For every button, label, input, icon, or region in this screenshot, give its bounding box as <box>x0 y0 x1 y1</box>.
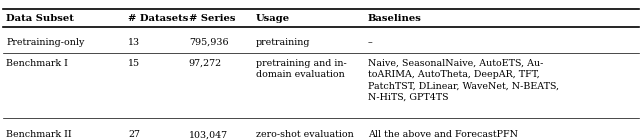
Text: pretraining: pretraining <box>256 38 310 47</box>
Text: All the above and ForecastPFN: All the above and ForecastPFN <box>368 130 518 139</box>
Text: 13: 13 <box>128 38 140 47</box>
Text: # Datasets: # Datasets <box>128 14 188 23</box>
Text: 15: 15 <box>128 59 140 68</box>
Text: Benchmark I: Benchmark I <box>6 59 68 68</box>
Text: pretraining and in-
domain evaluation: pretraining and in- domain evaluation <box>256 59 347 79</box>
Text: Pretraining-only: Pretraining-only <box>6 38 84 47</box>
Text: Benchmark II: Benchmark II <box>6 130 72 139</box>
Text: 795,936: 795,936 <box>189 38 228 47</box>
Text: 103,047: 103,047 <box>189 130 228 139</box>
Text: Naive, SeasonalNaive, AutoETS, Au-
toARIMA, AutoTheta, DeepAR, TFT,
PatchTST, DL: Naive, SeasonalNaive, AutoETS, Au- toARI… <box>368 59 559 102</box>
Text: Data Subset: Data Subset <box>6 14 74 23</box>
Text: –: – <box>368 38 372 47</box>
Text: Baselines: Baselines <box>368 14 422 23</box>
Text: Usage: Usage <box>256 14 290 23</box>
Text: # Series: # Series <box>189 14 236 23</box>
Text: zero-shot evaluation: zero-shot evaluation <box>256 130 354 139</box>
Text: 97,272: 97,272 <box>189 59 222 68</box>
Text: 27: 27 <box>128 130 140 139</box>
